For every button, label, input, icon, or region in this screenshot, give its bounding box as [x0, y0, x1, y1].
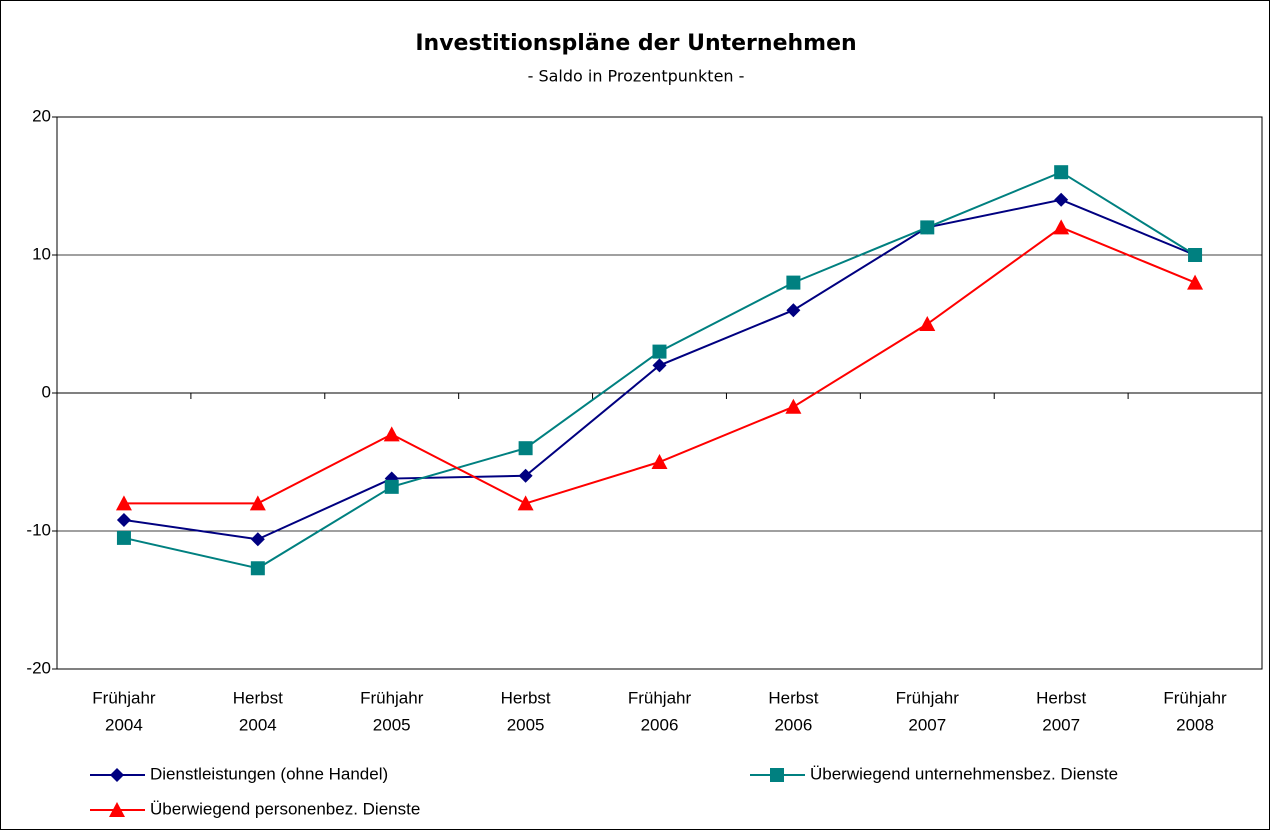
marker: [1188, 248, 1203, 262]
marker: [786, 275, 801, 290]
y-tick-label: -10: [26, 520, 51, 539]
legend-label: Überwiegend unternehmensbez. Dienste: [810, 764, 1118, 783]
marker: [919, 316, 936, 331]
x-tick-label: 2005: [373, 715, 411, 734]
x-tick-label: Frühjahr: [92, 688, 156, 707]
x-tick-label: Frühjahr: [1163, 688, 1227, 707]
y-tick-label: 20: [32, 106, 51, 125]
marker: [1054, 165, 1069, 180]
marker: [518, 441, 533, 456]
marker: [116, 530, 131, 545]
marker: [250, 561, 265, 576]
marker: [517, 495, 534, 511]
x-tick-label: Frühjahr: [896, 688, 960, 707]
marker: [920, 220, 935, 235]
y-tick-label: 0: [42, 382, 51, 401]
chart-subtitle: - Saldo in Prozentpunkten -: [528, 67, 745, 86]
legend-label: Dienstleistungen (ohne Handel): [150, 764, 388, 783]
marker: [249, 495, 266, 511]
y-tick-label: 10: [32, 244, 51, 263]
marker: [384, 479, 399, 494]
x-tick-label: Herbst: [1036, 688, 1086, 707]
chart-title: Investitionspläne der Unternehmen: [415, 31, 856, 56]
marker: [250, 532, 265, 547]
marker: [109, 802, 125, 817]
marker: [786, 303, 801, 318]
marker: [652, 344, 667, 359]
y-tick-label: -20: [26, 658, 51, 677]
marker: [651, 454, 668, 469]
x-tick-label: Frühjahr: [628, 688, 692, 707]
marker: [115, 495, 132, 511]
x-tick-label: 2006: [641, 715, 679, 734]
x-tick-label: 2007: [1042, 715, 1080, 734]
marker: [116, 512, 131, 527]
marker: [110, 768, 124, 782]
x-tick-label: 2007: [908, 715, 946, 734]
x-tick-label: 2004: [239, 715, 277, 734]
marker: [518, 468, 533, 483]
x-tick-label: 2008: [1176, 715, 1214, 734]
legend-label: Überwiegend personenbez. Dienste: [150, 799, 420, 818]
marker: [785, 398, 802, 414]
x-tick-label: 2004: [105, 715, 143, 734]
marker: [383, 426, 400, 442]
marker: [1054, 192, 1069, 207]
marker: [770, 768, 784, 782]
x-tick-label: Herbst: [501, 688, 551, 707]
x-tick-label: 2006: [774, 715, 812, 734]
x-tick-label: Herbst: [768, 688, 818, 707]
x-tick-label: Frühjahr: [360, 688, 424, 707]
marker: [1053, 219, 1070, 235]
marker: [1187, 274, 1204, 290]
x-tick-label: Herbst: [233, 688, 283, 707]
x-tick-label: 2005: [507, 715, 545, 734]
marker: [652, 358, 667, 373]
